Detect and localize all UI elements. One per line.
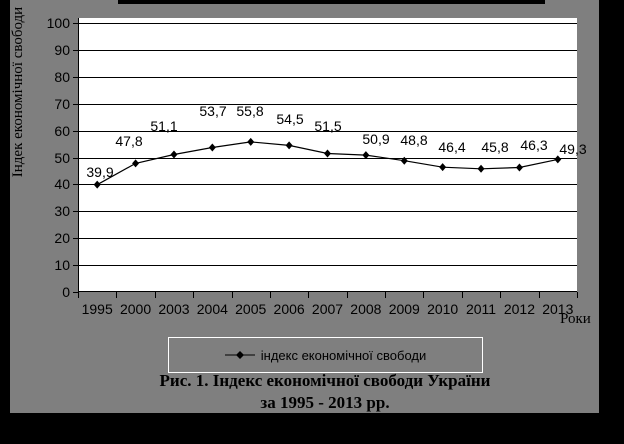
data-point-label: 48,8 — [400, 132, 428, 148]
x-axis-tick — [346, 292, 348, 298]
y-gridline — [78, 77, 577, 78]
y-gridline — [78, 238, 577, 239]
data-point-label: 46,3 — [520, 137, 548, 153]
y-axis-tick — [73, 104, 78, 105]
x-tick-label: 2010 — [427, 301, 459, 317]
caption-line-1: Рис. 1. Індекс економічної свободи Украї… — [159, 371, 491, 390]
data-point-label: 51,5 — [314, 118, 342, 134]
data-point-label: 55,8 — [236, 103, 264, 119]
y-axis-tick — [73, 23, 78, 24]
y-tick-label: 60 — [54, 123, 70, 139]
x-axis-tick — [538, 292, 540, 298]
x-tick-label: 2007 — [311, 301, 344, 317]
data-point-label: 39,9 — [86, 164, 114, 180]
data-point-label: 45,8 — [481, 139, 509, 155]
y-tick-label: 100 — [46, 15, 70, 31]
x-axis-title: Роки — [560, 311, 591, 327]
legend-series-marker-icon — [224, 351, 255, 359]
y-axis-tick — [73, 265, 78, 266]
y-axis-tick — [73, 77, 78, 78]
data-point-label: 46,4 — [438, 139, 466, 155]
data-point-label: 49,3 — [559, 141, 587, 157]
x-tick-label: 2012 — [503, 301, 535, 317]
y-tick-label: 20 — [54, 230, 70, 246]
y-gridline — [78, 184, 577, 185]
x-tick-label: 2006 — [273, 301, 305, 317]
y-gridline — [78, 23, 577, 24]
y-axis-tick — [73, 184, 78, 185]
y-axis-tick — [73, 292, 78, 293]
y-gridline — [78, 265, 577, 266]
y-gridline — [78, 104, 577, 105]
y-tick-label: 40 — [54, 176, 70, 192]
x-tick-label: 2003 — [158, 301, 190, 317]
data-point-label: 53,7 — [199, 103, 227, 119]
x-axis-tick — [269, 292, 271, 298]
caption-line-2: за 1995 - 2013 рр. — [260, 393, 390, 412]
x-axis-tick — [154, 292, 156, 298]
y-tick-label: 0 — [62, 284, 70, 300]
x-tick-label: 2009 — [388, 301, 420, 317]
x-axis-tick — [385, 292, 387, 298]
x-axis-tick — [116, 292, 118, 298]
y-tick-label: 90 — [54, 42, 70, 58]
y-axis-tick — [73, 238, 78, 239]
x-tick-label: 2008 — [350, 301, 382, 317]
legend: індекс економічної свободи — [168, 337, 483, 373]
top-border-line — [118, 0, 545, 4]
figure-caption: Рис. 1. Індекс економічної свободи Украї… — [40, 370, 610, 414]
y-tick-label: 80 — [54, 69, 70, 85]
x-axis-tick — [193, 292, 195, 298]
x-axis-tick — [78, 292, 79, 298]
x-tick-label: 2011 — [465, 301, 497, 317]
data-point-label: 47,8 — [115, 133, 143, 149]
y-axis-tick — [73, 131, 78, 132]
x-axis-tick — [577, 292, 578, 298]
y-gridline — [78, 50, 577, 51]
data-point-label: 50,9 — [362, 131, 390, 147]
y-tick-label: 70 — [54, 96, 70, 112]
data-point-label: 54,5 — [276, 111, 304, 127]
x-axis-tick — [423, 292, 425, 298]
x-axis-tick — [500, 292, 502, 298]
y-tick-label: 50 — [54, 150, 70, 166]
y-gridline — [78, 131, 577, 132]
y-gridline — [78, 158, 577, 159]
x-axis-tick — [231, 292, 233, 298]
y-axis-tick — [73, 50, 78, 51]
legend-entry-label: індекс економічної свободи — [260, 347, 427, 363]
x-tick-label: 2004 — [196, 301, 228, 317]
plot-area — [78, 18, 577, 292]
y-tick-label: 30 — [54, 203, 70, 219]
x-axis-tick — [308, 292, 310, 298]
x-tick-label: 2005 — [235, 301, 267, 317]
y-gridline — [78, 211, 577, 212]
y-axis-title: Індек економічної свободи — [10, 6, 26, 178]
data-point-label: 51,1 — [150, 118, 178, 134]
y-axis-tick — [73, 211, 78, 212]
x-axis-tick — [461, 292, 463, 298]
y-tick-label: 10 — [54, 257, 70, 273]
x-tick-label: 2000 — [119, 301, 152, 317]
x-tick-label: 2013 — [542, 301, 574, 317]
x-tick-label: 1995 — [81, 301, 113, 317]
y-axis-tick — [73, 158, 78, 159]
